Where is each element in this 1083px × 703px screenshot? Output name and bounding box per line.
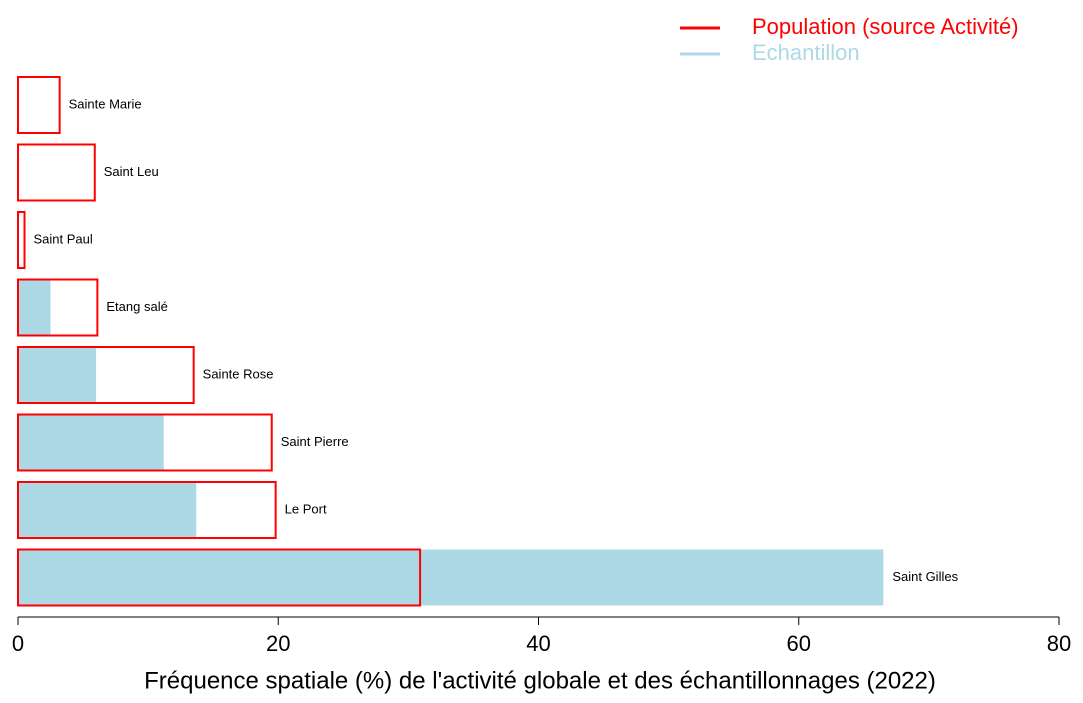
- bar-outline: [17, 143, 96, 202]
- bar: [18, 549, 884, 606]
- bar-label: Sainte Rose: [203, 366, 274, 381]
- x-tick-label: 40: [526, 631, 550, 656]
- bar-outline: [17, 278, 99, 337]
- x-tick-label: 0: [12, 631, 24, 656]
- x-tick-label: 20: [266, 631, 290, 656]
- bar-label: Sainte Marie: [69, 96, 142, 111]
- legend-label: Echantillon: [752, 40, 860, 65]
- x-tick-label: 80: [1047, 631, 1071, 656]
- bar: [18, 347, 97, 403]
- bar-outline: [17, 548, 422, 607]
- bar-outline: [17, 413, 273, 472]
- legend-label: Population (source Activité): [752, 14, 1019, 39]
- bar: [18, 414, 164, 471]
- x-tick-label: 60: [787, 631, 811, 656]
- bar-label: Le Port: [285, 501, 327, 516]
- bar-label: Etang salé: [106, 299, 167, 314]
- bar-label: Saint Pierre: [281, 434, 349, 449]
- bar-outline: [17, 481, 277, 539]
- bar: [18, 279, 51, 336]
- bar-outline: [17, 346, 195, 404]
- bar-label: Saint Gilles: [892, 569, 958, 584]
- bar-outline: [17, 76, 61, 134]
- bar-label: Saint Leu: [104, 164, 159, 179]
- bar: [18, 482, 197, 538]
- bar-outline: [17, 211, 26, 269]
- bar-label: Saint Paul: [34, 231, 93, 246]
- x-axis-label: Fréquence spatiale (%) de l'activité glo…: [144, 667, 936, 694]
